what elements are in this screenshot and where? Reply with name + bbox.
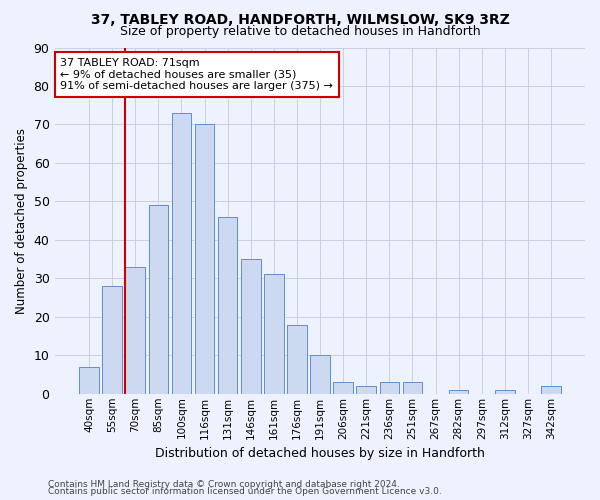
Bar bbox=[241, 259, 260, 394]
Bar bbox=[449, 390, 469, 394]
Bar bbox=[103, 286, 122, 394]
Bar bbox=[287, 324, 307, 394]
Bar bbox=[541, 386, 561, 394]
Bar bbox=[125, 267, 145, 394]
Text: Contains HM Land Registry data © Crown copyright and database right 2024.: Contains HM Land Registry data © Crown c… bbox=[48, 480, 400, 489]
Bar bbox=[264, 274, 284, 394]
Bar bbox=[172, 113, 191, 394]
Bar bbox=[380, 382, 399, 394]
Text: 37 TABLEY ROAD: 71sqm
← 9% of detached houses are smaller (35)
91% of semi-detac: 37 TABLEY ROAD: 71sqm ← 9% of detached h… bbox=[61, 58, 333, 91]
Bar bbox=[218, 217, 238, 394]
Y-axis label: Number of detached properties: Number of detached properties bbox=[15, 128, 28, 314]
Bar bbox=[495, 390, 515, 394]
Bar bbox=[195, 124, 214, 394]
Bar bbox=[356, 386, 376, 394]
Bar bbox=[79, 367, 99, 394]
Bar bbox=[403, 382, 422, 394]
Text: 37, TABLEY ROAD, HANDFORTH, WILMSLOW, SK9 3RZ: 37, TABLEY ROAD, HANDFORTH, WILMSLOW, SK… bbox=[91, 12, 509, 26]
Text: Contains public sector information licensed under the Open Government Licence v3: Contains public sector information licen… bbox=[48, 488, 442, 496]
X-axis label: Distribution of detached houses by size in Handforth: Distribution of detached houses by size … bbox=[155, 447, 485, 460]
Bar bbox=[310, 356, 330, 394]
Text: Size of property relative to detached houses in Handforth: Size of property relative to detached ho… bbox=[119, 25, 481, 38]
Bar bbox=[334, 382, 353, 394]
Bar bbox=[149, 205, 168, 394]
